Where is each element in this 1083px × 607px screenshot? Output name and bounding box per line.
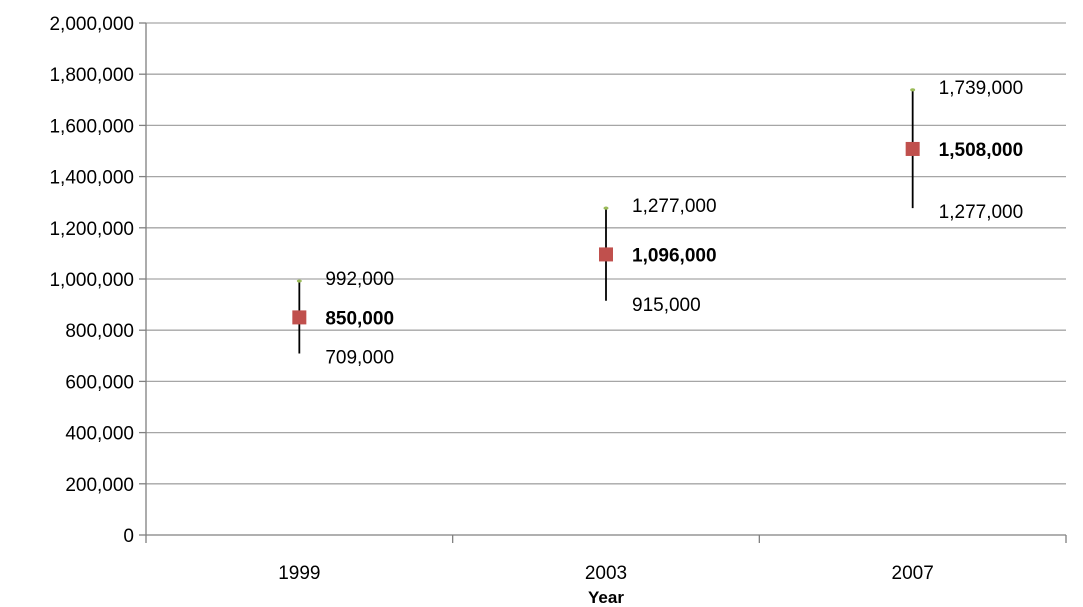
value-data-label: 850,000 bbox=[325, 308, 394, 329]
x-tick-label: 2007 bbox=[892, 563, 934, 584]
y-tick-label: 1,600,000 bbox=[49, 116, 134, 137]
low-data-label: 1,277,000 bbox=[939, 202, 1024, 223]
value-point-marker bbox=[599, 247, 613, 262]
data-marks: 992,000 850,000 709,000 1,277,000 1,096,000 9… bbox=[292, 78, 1024, 368]
high-point-marker bbox=[603, 206, 609, 210]
y-tick-label: 1,400,000 bbox=[49, 168, 134, 189]
y-tick-label: 1,000,000 bbox=[49, 270, 134, 291]
low-data-label: 915,000 bbox=[632, 295, 701, 316]
high-data-label: 1,277,000 bbox=[632, 196, 717, 217]
high-point-marker bbox=[296, 279, 302, 283]
y-tick-label: 200,000 bbox=[65, 475, 134, 496]
x-tick-label: 2003 bbox=[585, 563, 627, 584]
y-tick-label: 1,200,000 bbox=[49, 219, 134, 240]
y-tick-label: 400,000 bbox=[65, 424, 134, 445]
value-point-marker bbox=[292, 310, 307, 325]
value-data-label: 1,096,000 bbox=[632, 245, 717, 266]
axes: 0 200,000 400,000 600,000 800,000 1,000,000 1,… bbox=[49, 14, 1067, 584]
x-axis-title: Year bbox=[588, 588, 624, 607]
low-data-label: 709,000 bbox=[325, 347, 394, 368]
y-tick-label: 800,000 bbox=[65, 321, 134, 342]
y-tick-label: 2,000,000 bbox=[49, 14, 134, 35]
x-tick-label: 1999 bbox=[278, 563, 320, 584]
high-point-marker bbox=[910, 88, 916, 92]
high-data-label: 992,000 bbox=[325, 269, 394, 290]
y-tick-label: 0 bbox=[123, 526, 134, 547]
high-data-label: 1,739,000 bbox=[939, 78, 1024, 99]
value-point-marker bbox=[905, 141, 920, 156]
y-tick-label: 600,000 bbox=[65, 372, 134, 393]
y-tick-label: 1,800,000 bbox=[49, 65, 134, 86]
value-data-label: 1,508,000 bbox=[939, 140, 1024, 161]
